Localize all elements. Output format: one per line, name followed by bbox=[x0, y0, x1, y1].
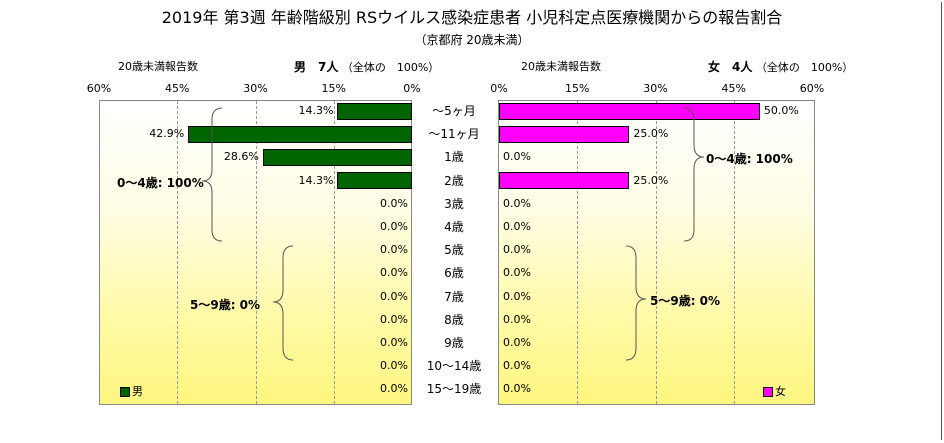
male-value-label: 28.6% bbox=[223, 150, 259, 164]
right-0-4-label: 0～4歳: 100% bbox=[706, 152, 793, 166]
age-category-label: 15～19歳 bbox=[426, 382, 482, 397]
male-x-tick-label: 0% bbox=[403, 82, 421, 95]
male-value-label: 0.0% bbox=[380, 220, 408, 233]
left-5-9-label: 5～9歳: 0% bbox=[190, 298, 261, 312]
female-value-label: 0.0% bbox=[503, 266, 531, 280]
female-x-tick-label: 15% bbox=[565, 82, 590, 95]
age-category-label: 8歳 bbox=[444, 312, 464, 327]
male-gridline bbox=[255, 101, 257, 404]
male-bar bbox=[188, 125, 412, 143]
age-category-label: 7歳 bbox=[444, 289, 464, 304]
male-value-label: 42.9% bbox=[149, 127, 185, 141]
female-value-label: 0.0% bbox=[503, 289, 531, 303]
age-category-label: ～5ヶ月 bbox=[432, 104, 476, 118]
female-value-label: 0.0% bbox=[503, 336, 531, 349]
female-header: 女 4人 （全体の 100%） bbox=[708, 58, 853, 75]
female-value-label: 50.0% bbox=[763, 104, 799, 117]
chart-title: 2019年 第3週 年齢階級別 RSウイルス感染症患者 小児科定点医療機関からの… bbox=[161, 8, 783, 27]
male-value-label: 14.3% bbox=[298, 104, 334, 117]
male-header: 男 7人 （全体の 100%） bbox=[294, 58, 439, 75]
age-category-label: 2歳 bbox=[444, 173, 464, 188]
male-value-label: 0.0% bbox=[380, 382, 408, 396]
male-gridline bbox=[333, 101, 335, 404]
female-gridline bbox=[577, 101, 579, 404]
female-sex-count: 女 4人 bbox=[708, 60, 753, 74]
male-value-label: 0.0% bbox=[380, 289, 408, 303]
female-x-tick-label: 60% bbox=[799, 82, 825, 95]
male-value-label: 0.0% bbox=[380, 312, 408, 326]
female-value-label: 0.0% bbox=[503, 312, 531, 326]
female-gridline bbox=[655, 101, 657, 404]
male-value-label: 0.0% bbox=[380, 359, 408, 373]
female-legend: 女 bbox=[763, 383, 786, 399]
age-category-label: 1歳 bbox=[444, 150, 464, 165]
male-legend-label: 男 bbox=[132, 385, 143, 398]
female-value-label: 25.0% bbox=[633, 127, 669, 141]
chart-frame-edge bbox=[941, 2, 942, 440]
female-value-label: 0.0% bbox=[503, 196, 531, 210]
male-bar bbox=[337, 102, 412, 120]
female-gridline bbox=[733, 101, 735, 404]
female-plot-area bbox=[498, 100, 815, 405]
male-scale-note: （全体の 100%） bbox=[341, 61, 440, 74]
left-0-4-label: 0～4歳: 100% bbox=[117, 176, 204, 190]
female-legend-swatch bbox=[763, 387, 773, 397]
male-value-label: 0.0% bbox=[380, 266, 408, 280]
female-value-label: 25.0% bbox=[633, 173, 669, 187]
male-gridline bbox=[177, 101, 179, 404]
male-x-tick-label: 15% bbox=[321, 82, 346, 95]
female-bar bbox=[499, 172, 630, 190]
male-value-label: 0.0% bbox=[380, 196, 408, 210]
right-5-9-label: 5～9歳: 0% bbox=[650, 294, 721, 308]
male-legend: 男 bbox=[120, 383, 143, 399]
female-value-label: 0.0% bbox=[503, 382, 531, 396]
male-bar bbox=[337, 172, 412, 190]
female-legend-label: 女 bbox=[775, 385, 786, 398]
female-x-tick-label: 45% bbox=[721, 82, 746, 95]
age-category-label: 10～14歳 bbox=[426, 359, 482, 374]
age-category-label: 5歳 bbox=[444, 243, 464, 258]
male-value-label: 14.3% bbox=[298, 173, 334, 187]
female-value-label: 0.0% bbox=[503, 359, 531, 373]
female-bar bbox=[499, 125, 630, 143]
female-count-label: 20歳未満報告数 bbox=[521, 60, 601, 73]
female-value-label: 0.0% bbox=[503, 150, 531, 164]
male-sex-count: 男 7人 bbox=[294, 60, 339, 74]
age-category-label: 6歳 bbox=[444, 266, 464, 281]
male-count-label: 20歳未満報告数 bbox=[118, 60, 198, 73]
female-value-label: 0.0% bbox=[503, 220, 531, 233]
male-x-tick-label: 60% bbox=[86, 82, 112, 95]
male-value-label: 0.0% bbox=[380, 243, 408, 257]
female-value-label: 0.0% bbox=[503, 243, 531, 257]
age-category-label: 4歳 bbox=[444, 220, 464, 234]
age-category-label: ～11ヶ月 bbox=[428, 127, 480, 142]
age-category-label: 3歳 bbox=[444, 196, 464, 211]
male-bar bbox=[262, 148, 412, 166]
male-legend-swatch bbox=[120, 387, 130, 397]
chart-subtitle: （京都府 20歳未満） bbox=[414, 33, 530, 47]
male-x-tick-label: 45% bbox=[165, 82, 190, 95]
male-x-tick-label: 30% bbox=[243, 82, 268, 95]
female-x-tick-label: 30% bbox=[643, 82, 668, 95]
male-value-label: 0.0% bbox=[380, 336, 408, 349]
female-x-tick-label: 0% bbox=[490, 82, 508, 95]
age-category-label: 9歳 bbox=[444, 336, 464, 350]
female-scale-note: （全体の 100%） bbox=[755, 61, 854, 74]
female-bar bbox=[499, 102, 760, 120]
